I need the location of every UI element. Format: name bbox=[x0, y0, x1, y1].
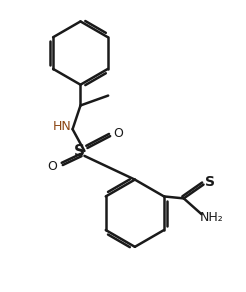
Text: O: O bbox=[113, 127, 123, 140]
Text: HN: HN bbox=[53, 120, 72, 133]
Text: O: O bbox=[47, 160, 57, 173]
Text: NH₂: NH₂ bbox=[200, 211, 223, 224]
Text: S: S bbox=[74, 145, 85, 159]
Text: S: S bbox=[205, 175, 215, 189]
